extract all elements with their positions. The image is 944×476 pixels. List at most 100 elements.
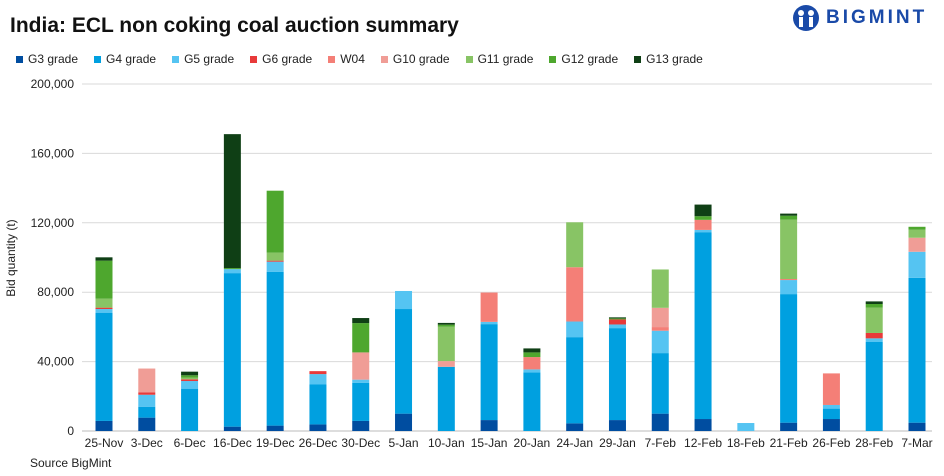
bar-segment-g4-grade <box>822 408 840 420</box>
y-tick-label: 160,000 <box>31 146 75 160</box>
bar-segment-g5-grade <box>223 269 241 274</box>
bar-segment-g4-grade <box>566 337 584 424</box>
bar-segment-g3-grade <box>908 422 926 431</box>
legend-label: G3 grade <box>28 52 79 66</box>
bar-segment-g5-grade <box>737 423 755 431</box>
bar-segment-g3-grade <box>95 420 113 431</box>
legend-item: G6 grade <box>250 52 312 66</box>
bar-segment-g5-grade <box>865 338 883 342</box>
x-tick-label: 29-Jan <box>599 436 636 450</box>
legend-swatch <box>380 55 388 63</box>
bar-segment-g11-grade <box>780 219 798 280</box>
bar-segment-g3-grade <box>651 413 669 431</box>
bigmint-logo: BIGMINT <box>792 4 927 32</box>
bar-segment-g6-grade <box>865 332 883 339</box>
bar-segment-g12-grade <box>608 318 626 320</box>
bar-segment-g5-grade <box>608 324 626 329</box>
bar-segment-g3-grade <box>138 417 156 431</box>
legend-item: G4 grade <box>94 52 156 66</box>
bar-segment-g6-grade <box>266 260 284 262</box>
bar-segment-g13-grade <box>95 257 113 261</box>
legend-item: G5 grade <box>172 52 234 66</box>
x-tick-label: 25-Nov <box>85 436 124 450</box>
bigmint-logo-icon <box>793 5 819 31</box>
source-note: Source BigMint <box>30 456 112 470</box>
bar-segment-g5-grade <box>651 330 669 354</box>
bar-segment-g6-grade <box>608 319 626 325</box>
legend-item: G10 grade <box>380 52 450 66</box>
bar-segment-g11-grade <box>865 307 883 333</box>
bar-segment-g5-grade <box>95 309 113 313</box>
bar-segment-g5-grade <box>352 379 370 383</box>
bar-segment-g12-grade <box>95 260 113 299</box>
bar-segment-g13-grade <box>352 318 370 324</box>
x-tick-label: 7-Mar <box>901 436 932 450</box>
bar-segment-g3-grade <box>223 426 241 431</box>
x-tick-label: 10-Jan <box>428 436 465 450</box>
bar-segment-g5-grade <box>309 374 327 385</box>
bar-segment-g4-grade <box>95 312 113 421</box>
bar-segment-g13-grade <box>694 204 712 217</box>
bar-segment-g13-grade <box>181 371 199 376</box>
legend-label: G4 grade <box>106 52 157 66</box>
bar-segment-g4-grade <box>865 341 883 431</box>
x-tick-label: 20-Jan <box>514 436 551 450</box>
bar-segment-g3-grade <box>480 420 498 431</box>
chart-title: India: ECL non coking coal auction summa… <box>10 14 459 37</box>
bar-segment-g12-grade <box>908 226 926 230</box>
bar-segment-g4-grade <box>437 366 455 431</box>
bar-segment-g12-grade <box>266 190 284 253</box>
bar-segment-g6-grade <box>95 307 113 310</box>
legend-item: W04 <box>328 52 365 66</box>
bar-segment-w04 <box>566 267 584 322</box>
bar-segment-w04 <box>780 279 798 281</box>
bar-segment-g5-grade <box>908 251 926 278</box>
bar-segment-g13-grade <box>608 317 626 319</box>
bar-segment-g13-grade <box>523 348 541 353</box>
bar-segment-g4-grade <box>223 273 241 427</box>
bar-segment-g3-grade <box>608 420 626 431</box>
x-tick-label: 6-Dec <box>174 436 206 450</box>
bar-segment-g12-grade <box>865 303 883 308</box>
legend: G3 grade G4 grade G5 grade G6 grade W04 G10 g… <box>16 52 719 66</box>
x-tick-label: 3-Dec <box>131 436 163 450</box>
bar-segment-g5-grade <box>566 321 584 338</box>
bar-segment-w04 <box>822 373 840 405</box>
bar-segment-g10-grade <box>352 352 370 380</box>
y-axis-label: Bid quantity (t) <box>4 219 18 296</box>
bar-segment-g11-grade <box>95 298 113 308</box>
bar-segment-g4-grade <box>352 382 370 421</box>
x-tick-label: 28-Feb <box>855 436 893 450</box>
legend-swatch <box>634 55 642 63</box>
bar-segment-g10-grade <box>908 237 926 252</box>
x-tick-label: 18-Feb <box>727 436 765 450</box>
x-tick-label: 5-Jan <box>389 436 419 450</box>
bar-segment-g4-grade <box>780 294 798 423</box>
bar-segment-g13-grade <box>865 301 883 304</box>
legend-swatch <box>250 55 258 63</box>
y-tick-label: 0 <box>67 424 74 438</box>
bar-segment-g10-grade <box>651 307 669 328</box>
legend-label: G6 grade <box>262 52 313 66</box>
x-tick-label: 12-Feb <box>684 436 722 450</box>
bar-segment-g12-grade <box>223 268 241 270</box>
bar-segment-g12-grade <box>181 375 199 378</box>
bar-segment-g12-grade <box>694 216 712 220</box>
legend-item: G11 grade <box>465 52 533 66</box>
bar-segment-g11-grade <box>566 222 584 268</box>
bar-segment-g12-grade <box>780 215 798 220</box>
x-tick-label: 26-Feb <box>812 436 850 450</box>
x-tick-label: 30-Dec <box>341 436 380 450</box>
legend-swatch <box>172 55 180 63</box>
bar-segment-g5-grade <box>780 280 798 295</box>
bar-segment-g12-grade <box>523 352 541 358</box>
bar-segment-g6-grade <box>138 392 156 395</box>
bar-segment-g4-grade <box>651 353 669 414</box>
logo-text: BIGMINT <box>826 7 928 28</box>
bar-segment-g4-grade <box>523 372 541 431</box>
bar-segment-g3-grade <box>822 419 840 431</box>
bar-segment-g4-grade <box>266 271 284 426</box>
y-tick-label: 200,000 <box>31 77 75 91</box>
